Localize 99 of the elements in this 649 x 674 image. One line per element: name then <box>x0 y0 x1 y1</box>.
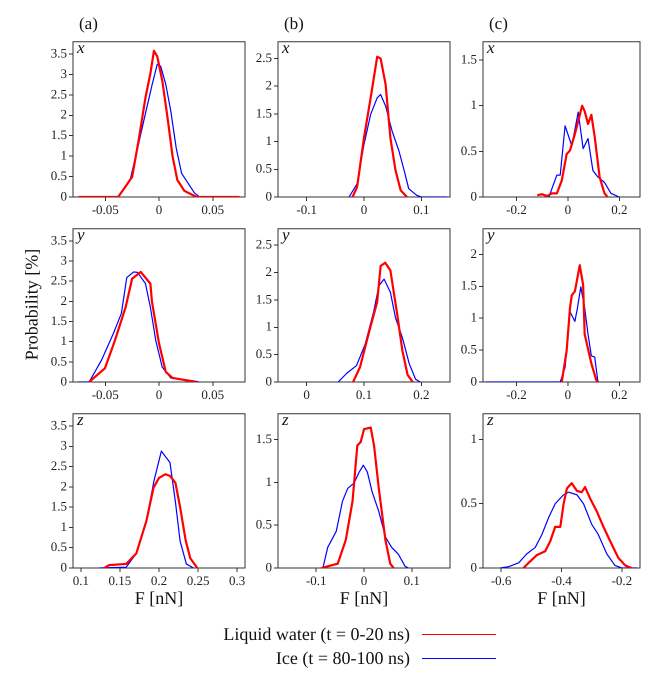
x-tick-label: 0 <box>564 387 572 402</box>
x-tick-label: 0.2 <box>611 387 628 402</box>
y-tick-label: 2.5 <box>50 272 67 288</box>
x-tick-label: 0.15 <box>108 573 132 588</box>
annotation: y <box>487 225 495 245</box>
x-tick-label: 0.1 <box>413 202 430 218</box>
y-tick-label: 2 <box>266 264 272 279</box>
y-tick-label: 0 <box>60 559 67 574</box>
chart-title: (b) <box>284 14 304 34</box>
y-tick-label: 1 <box>470 97 477 112</box>
y-tick-label: 2.5 <box>50 458 67 473</box>
y-tick-label: 2 <box>60 106 67 122</box>
y-tick-label: 1 <box>266 318 272 334</box>
chart-title: (a) <box>79 14 98 34</box>
y-tick-label: 0 <box>266 188 272 204</box>
y-tick-label: 2 <box>266 78 272 93</box>
x-axis-title: F [nN] <box>536 588 587 609</box>
y-tick-label: 1.5 <box>460 278 477 293</box>
y-tick-label: 1.5 <box>256 105 272 120</box>
y-tick-label: 3.5 <box>50 417 67 432</box>
y-tick-label: 0 <box>60 373 67 388</box>
x-tick-label: -0.1 <box>306 573 327 588</box>
y-tick-label: 0.5 <box>50 539 67 554</box>
x-tick-label: -0.6 <box>490 573 512 588</box>
y-tick-label: 1.5 <box>50 498 67 514</box>
x-tick-label: 0 <box>360 202 368 218</box>
annotation: z <box>487 410 494 430</box>
x-tick-label: -0.2 <box>506 387 527 402</box>
y-tick-label: 0.5 <box>256 516 272 532</box>
y-tick-label: 2 <box>470 246 477 261</box>
y-tick-label: 1.5 <box>50 127 67 142</box>
y-tick-label: 1 <box>470 310 477 325</box>
y-tick-label: 0.5 <box>460 342 477 357</box>
x-axis-title: F [nN] <box>134 588 184 609</box>
legend-label: Ice (t = 80-100 ns) <box>274 648 410 668</box>
legend-label: Liquid water (t = 0-20 ns) <box>222 624 410 644</box>
y-tick-label: 1.5 <box>50 312 67 328</box>
x-tick-label: 0.3 <box>229 573 246 588</box>
x-axis-title: F [nN] <box>338 588 390 609</box>
y-tick-label: 2.5 <box>256 50 272 65</box>
y-tick-label: 2 <box>60 478 67 494</box>
y-tick-label: 2 <box>60 292 67 308</box>
y-tick-label: 1 <box>470 430 477 446</box>
y-tick-label: 1 <box>60 148 67 163</box>
y-tick-label: 0 <box>60 188 67 204</box>
x-tick-label: 0 <box>360 573 368 588</box>
annotation: y <box>77 225 85 245</box>
x-tick-label: 0 <box>156 202 162 218</box>
y-tick-label: 0 <box>266 559 272 574</box>
x-tick-label: 0 <box>156 387 162 402</box>
y-tick-label: 0 <box>470 373 477 388</box>
y-tick-label: 1.5 <box>460 51 477 66</box>
x-tick-label: 0.1 <box>356 387 372 402</box>
y-tick-label: 0 <box>470 188 477 204</box>
y-tick-label: 2.5 <box>50 86 67 102</box>
y-tick-label: 1.5 <box>256 291 272 306</box>
y-tick-label: 0 <box>266 373 272 388</box>
x-tick-label: -0.05 <box>92 202 119 218</box>
x-tick-label: -0.05 <box>92 387 119 402</box>
y-tick-label: 1 <box>266 132 272 148</box>
x-tick-label: -0.2 <box>506 202 527 218</box>
x-tick-label: -0.1 <box>296 202 317 218</box>
y-tick-label: 0.5 <box>256 346 272 362</box>
y-tick-label: 0.5 <box>460 142 477 158</box>
annotation: x <box>487 38 495 58</box>
y-tick-label: 1.5 <box>256 430 272 446</box>
y-tick-label: 1 <box>266 474 272 489</box>
x-tick-label: -0.4 <box>551 573 572 588</box>
x-tick-label: 0.2 <box>611 202 628 218</box>
y-tick-label: 2.5 <box>256 236 272 252</box>
y-tick-label: 3 <box>60 438 67 453</box>
y-axis-title: Probability [%] <box>22 247 42 362</box>
x-tick-label: 0.2 <box>413 387 430 402</box>
annotation: z <box>282 410 289 430</box>
y-tick-label: 0.5 <box>460 495 477 510</box>
annotation: x <box>282 38 290 58</box>
y-tick-label: 3.5 <box>50 45 67 60</box>
x-tick-label: -0.2 <box>612 573 632 588</box>
x-tick-label: 0 <box>564 202 572 218</box>
annotation: y <box>282 225 290 245</box>
x-tick-label: 0.2 <box>150 573 168 588</box>
chart-title: (c) <box>489 14 508 34</box>
y-tick-label: 0.5 <box>256 160 272 176</box>
x-tick-label: 0.05 <box>201 202 224 218</box>
x-tick-label: 0.1 <box>404 573 420 588</box>
x-tick-label: 0.05 <box>201 387 224 402</box>
y-tick-label: 0.5 <box>50 168 67 183</box>
y-tick-label: 1 <box>60 518 67 534</box>
x-tick-label: 0.1 <box>72 573 89 588</box>
y-tick-label: 1 <box>60 333 67 348</box>
y-tick-label: 0 <box>470 559 477 574</box>
annotation: z <box>77 410 84 430</box>
x-tick-label: 0.25 <box>186 573 210 588</box>
y-tick-label: 0.5 <box>50 353 67 368</box>
y-tick-label: 3 <box>60 66 67 81</box>
y-tick-label: 3.5 <box>50 232 67 248</box>
x-tick-label: 0 <box>303 387 310 402</box>
y-tick-label: 3 <box>60 252 67 268</box>
annotation: x <box>77 38 85 58</box>
